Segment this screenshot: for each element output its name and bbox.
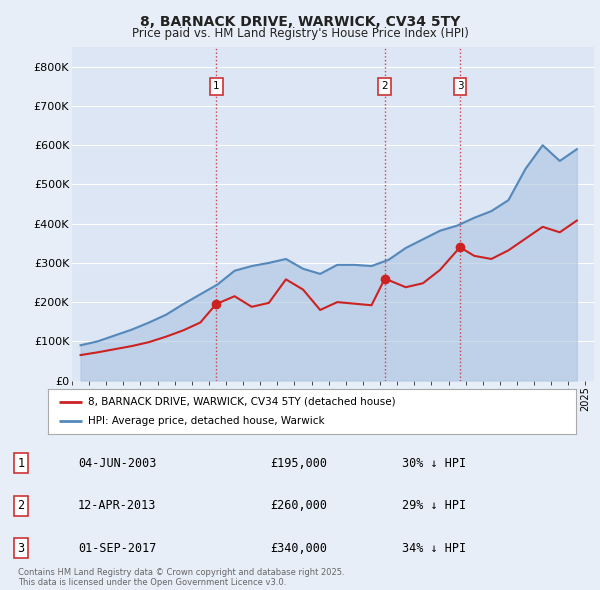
Text: 30% ↓ HPI: 30% ↓ HPI — [402, 457, 466, 470]
Text: 2: 2 — [382, 81, 388, 91]
Text: 8, BARNACK DRIVE, WARWICK, CV34 5TY: 8, BARNACK DRIVE, WARWICK, CV34 5TY — [140, 15, 460, 29]
Text: 2: 2 — [17, 499, 25, 513]
Text: 12-APR-2013: 12-APR-2013 — [78, 499, 157, 513]
Text: 04-JUN-2003: 04-JUN-2003 — [78, 457, 157, 470]
Text: 1: 1 — [213, 81, 220, 91]
Text: £195,000: £195,000 — [270, 457, 327, 470]
Text: 29% ↓ HPI: 29% ↓ HPI — [402, 499, 466, 513]
Text: 8, BARNACK DRIVE, WARWICK, CV34 5TY (detached house): 8, BARNACK DRIVE, WARWICK, CV34 5TY (det… — [88, 397, 395, 407]
Text: Contains HM Land Registry data © Crown copyright and database right 2025.
This d: Contains HM Land Registry data © Crown c… — [18, 568, 344, 587]
Text: 01-SEP-2017: 01-SEP-2017 — [78, 542, 157, 555]
Text: HPI: Average price, detached house, Warwick: HPI: Average price, detached house, Warw… — [88, 417, 324, 426]
Text: 3: 3 — [457, 81, 463, 91]
Text: Price paid vs. HM Land Registry's House Price Index (HPI): Price paid vs. HM Land Registry's House … — [131, 27, 469, 40]
Text: £340,000: £340,000 — [270, 542, 327, 555]
Text: 34% ↓ HPI: 34% ↓ HPI — [402, 542, 466, 555]
Text: £260,000: £260,000 — [270, 499, 327, 513]
Text: 3: 3 — [17, 542, 25, 555]
Text: 1: 1 — [17, 457, 25, 470]
